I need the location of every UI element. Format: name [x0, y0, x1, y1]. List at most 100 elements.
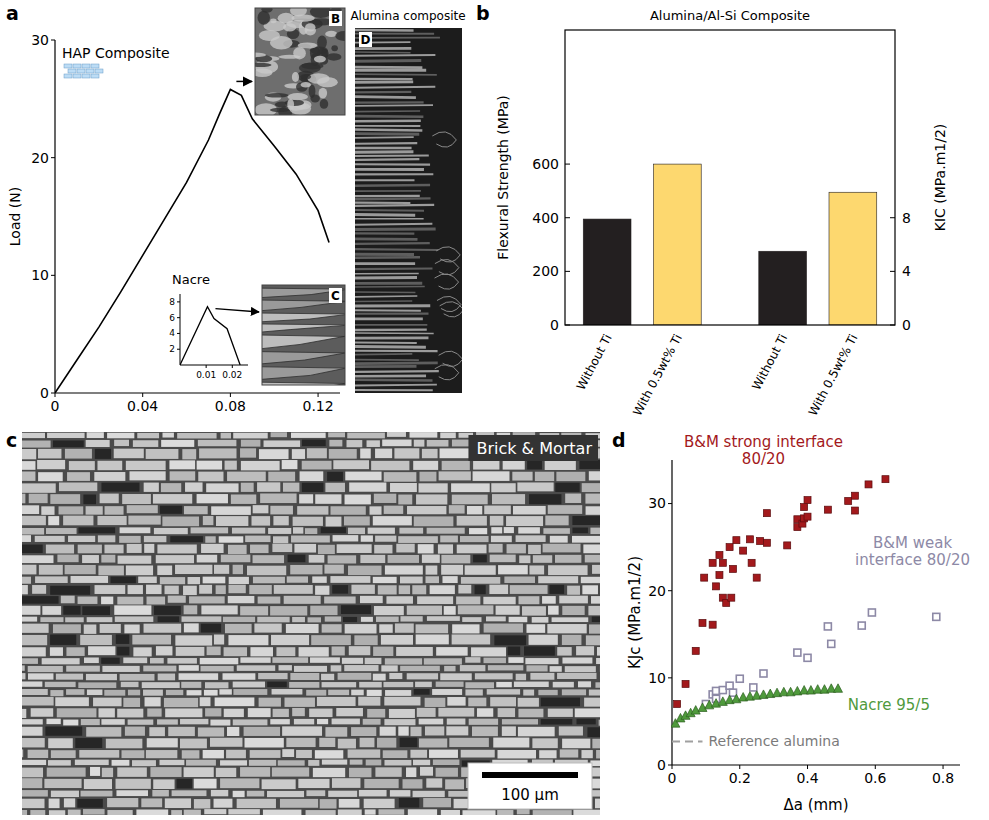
image-texture [254, 624, 281, 633]
image-texture [298, 779, 329, 788]
image-texture [22, 681, 42, 686]
image-texture [124, 624, 139, 633]
x-axis-line [55, 392, 340, 393]
image-texture [518, 527, 540, 533]
image-texture [355, 202, 410, 204]
image-texture [83, 495, 96, 505]
image-texture [241, 483, 254, 492]
image-texture [97, 461, 122, 470]
image-texture [355, 197, 431, 200]
image-texture [240, 657, 270, 663]
scatter-point [712, 699, 721, 708]
image-texture [525, 658, 558, 664]
image-texture [550, 536, 568, 543]
image-texture [233, 791, 245, 797]
image-texture [86, 674, 117, 680]
image-texture [560, 749, 578, 757]
image-texture [299, 494, 313, 503]
scatter-point [709, 621, 716, 628]
image-texture [249, 585, 272, 594]
image-texture [64, 798, 75, 807]
image-texture [355, 142, 417, 145]
image-texture [221, 555, 251, 563]
image-texture [319, 738, 335, 747]
image-texture [253, 555, 285, 563]
y-tick [51, 157, 55, 158]
y-tick [565, 271, 570, 272]
image-texture [469, 719, 498, 725]
image-texture [220, 760, 247, 765]
image-texture [247, 791, 264, 797]
image-texture [519, 555, 530, 563]
image-ground [355, 28, 462, 393]
scatter-point [719, 687, 726, 694]
image-texture [35, 576, 68, 583]
scale-bar [482, 772, 578, 778]
scatter-point [804, 654, 811, 661]
image-texture [116, 779, 151, 789]
image-texture [22, 555, 53, 563]
image-texture [306, 810, 336, 815]
image-texture [270, 36, 293, 50]
y-tick-label: 600 [532, 156, 559, 172]
category-label: Without Ti [749, 332, 790, 392]
image-texture [355, 179, 414, 181]
image-texture [382, 440, 411, 447]
image-texture [101, 719, 124, 725]
x-tick-label: 0.8 [932, 770, 954, 786]
image-texture [446, 726, 468, 735]
image-texture [510, 585, 548, 594]
image-texture [473, 555, 487, 563]
image-texture [86, 440, 110, 447]
image-texture [203, 750, 224, 758]
image-texture [95, 449, 111, 459]
scatter-point [733, 537, 740, 544]
image-texture [125, 727, 145, 736]
image-texture [361, 535, 373, 541]
scatter-point [729, 565, 736, 572]
image-texture [355, 232, 414, 235]
image-texture [484, 506, 511, 515]
image-texture [273, 536, 288, 543]
panel-letter: c [6, 429, 17, 451]
image-texture [498, 565, 528, 574]
image-texture [545, 516, 568, 526]
image-texture [286, 738, 315, 747]
image-texture [518, 709, 543, 718]
image-texture [322, 682, 357, 687]
image-texture [157, 545, 196, 554]
image-texture [355, 361, 438, 364]
image-texture [165, 708, 202, 717]
image-texture [164, 698, 198, 707]
image-texture [128, 585, 143, 594]
image-texture [355, 158, 419, 161]
image-texture [355, 86, 435, 89]
image-texture [338, 673, 372, 680]
image-texture [522, 606, 546, 615]
image-texture [373, 516, 412, 525]
image-texture [584, 698, 600, 707]
image-texture [100, 494, 119, 504]
image-texture [337, 544, 372, 553]
y-tick [565, 325, 570, 326]
y2-tick-label: 0 [902, 317, 911, 333]
image-texture [210, 738, 242, 747]
scatter-point [726, 544, 733, 551]
image-texture [214, 565, 229, 574]
image-texture [399, 585, 410, 594]
y-tick [668, 590, 672, 591]
image-texture [550, 666, 562, 672]
image-texture [224, 647, 247, 656]
arrow [236, 81, 252, 83]
image-texture [305, 23, 316, 31]
image-texture [75, 760, 109, 765]
image-texture [51, 791, 79, 797]
image-texture [66, 666, 100, 672]
image-texture [385, 690, 411, 696]
scatter-point [882, 476, 889, 483]
image-texture [572, 516, 600, 525]
image-texture [417, 708, 436, 717]
image-texture [175, 565, 212, 574]
image-texture [581, 750, 592, 758]
image-texture [165, 798, 191, 808]
